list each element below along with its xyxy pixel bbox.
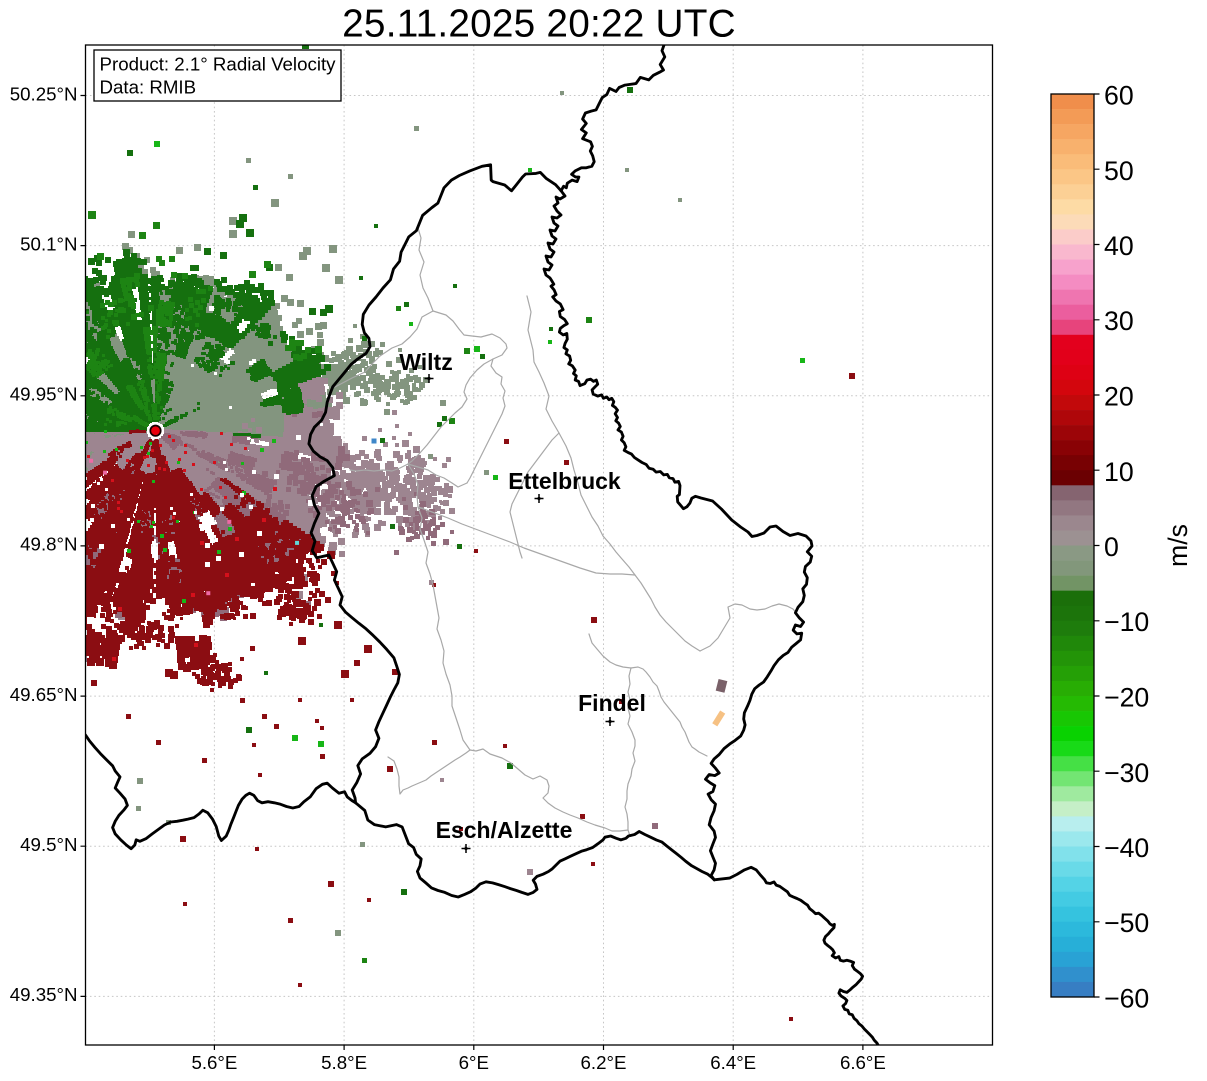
svg-text:Product: 2.1° Radial Velocity: Product: 2.1° Radial Velocity	[100, 54, 337, 75]
svg-text:−40: −40	[1104, 833, 1149, 863]
svg-text:6.2°E: 6.2°E	[581, 1052, 627, 1073]
svg-text:Findel: Findel	[578, 690, 646, 716]
svg-text:5.8°E: 5.8°E	[321, 1052, 367, 1073]
svg-text:49.65°N: 49.65°N	[10, 684, 78, 705]
svg-text:5.6°E: 5.6°E	[191, 1052, 237, 1073]
svg-text:Ettelbruck: Ettelbruck	[508, 468, 621, 494]
svg-text:20: 20	[1104, 382, 1134, 412]
svg-text:Wiltz: Wiltz	[399, 349, 452, 375]
svg-text:30: 30	[1104, 306, 1134, 336]
svg-text:10: 10	[1104, 457, 1134, 487]
svg-text:25.11.2025 20:22 UTC: 25.11.2025 20:22 UTC	[342, 3, 736, 46]
svg-text:49.8°N: 49.8°N	[20, 534, 77, 555]
svg-text:−30: −30	[1104, 758, 1149, 788]
svg-text:6.6°E: 6.6°E	[840, 1052, 886, 1073]
svg-text:−60: −60	[1104, 984, 1149, 1014]
svg-text:60: 60	[1104, 81, 1134, 111]
svg-text:49.5°N: 49.5°N	[20, 834, 77, 855]
svg-text:Esch/Alzette: Esch/Alzette	[436, 817, 573, 843]
svg-text:−20: −20	[1104, 683, 1149, 713]
svg-text:40: 40	[1104, 231, 1134, 261]
svg-text:49.95°N: 49.95°N	[10, 384, 78, 405]
svg-text:50: 50	[1104, 156, 1134, 186]
svg-text:0: 0	[1104, 532, 1119, 562]
svg-text:6°E: 6°E	[459, 1052, 489, 1073]
svg-text:6.4°E: 6.4°E	[710, 1052, 756, 1073]
svg-text:m/s: m/s	[1163, 524, 1193, 567]
svg-text:49.35°N: 49.35°N	[10, 984, 78, 1005]
svg-text:50.1°N: 50.1°N	[20, 233, 77, 254]
svg-text:−50: −50	[1104, 908, 1149, 938]
svg-text:−10: −10	[1104, 607, 1149, 637]
svg-text:Data: RMIB: Data: RMIB	[100, 77, 197, 98]
svg-text:50.25°N: 50.25°N	[10, 83, 78, 104]
